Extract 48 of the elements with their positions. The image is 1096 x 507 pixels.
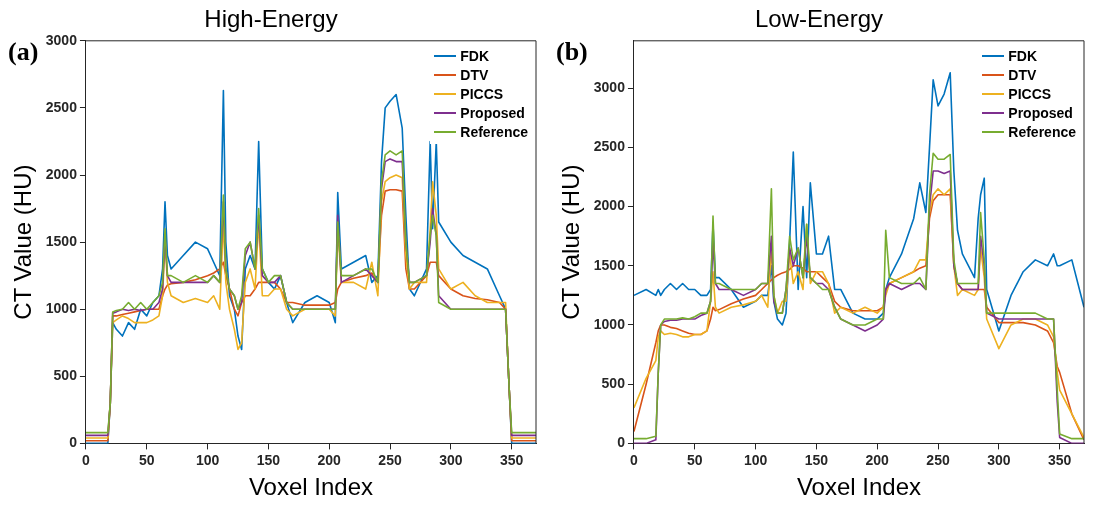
x-axis-title: Voxel Index <box>248 473 374 501</box>
y-tick-label: 1500 <box>45 232 78 249</box>
y-tick-label: 3000 <box>45 31 78 48</box>
x-tick-label: 0 <box>82 451 91 468</box>
x-tick-label: 0 <box>630 451 639 468</box>
x-tick-label: 50 <box>686 451 703 468</box>
y-tick-label: 500 <box>601 375 626 392</box>
x-tick-label: 50 <box>138 451 155 468</box>
y-tick-label: 2500 <box>593 138 626 155</box>
x-tick-label: 200 <box>865 451 890 468</box>
x-tick-label: 350 <box>1047 451 1072 468</box>
legend-label: Reference <box>1008 122 1076 142</box>
legend-label: PICCS <box>1008 84 1052 104</box>
chart-title: Low-Energy <box>754 5 884 33</box>
x-axis-title: Voxel Index <box>796 473 922 501</box>
y-tick-label: 0 <box>69 434 78 451</box>
y-tick-label: 3000 <box>593 79 626 96</box>
x-tick-label: 200 <box>317 451 342 468</box>
y-tick-label: 0 <box>617 434 626 451</box>
legend-label: Reference <box>460 122 528 142</box>
y-axis-title: CT Value (HU) <box>9 164 37 320</box>
x-tick-label: 250 <box>926 451 950 468</box>
y-tick-label: 1000 <box>45 300 78 317</box>
y-tick-label: 1500 <box>593 256 626 273</box>
legend-label: DTV <box>1008 65 1037 85</box>
y-tick-label: 1000 <box>593 315 626 332</box>
legend-label: PICCS <box>460 84 504 104</box>
x-tick-label: 150 <box>804 451 829 468</box>
x-tick-label: 300 <box>439 451 463 468</box>
legend-label: Proposed <box>1008 103 1073 123</box>
y-tick-label: 500 <box>53 367 78 384</box>
x-tick-label: 250 <box>378 451 402 468</box>
text: (b) <box>556 36 588 66</box>
y-tick-label: 2500 <box>45 98 78 115</box>
x-tick-label: 150 <box>256 451 281 468</box>
x-tick-label: 100 <box>195 451 220 468</box>
x-tick-label: 300 <box>987 451 1011 468</box>
legend-label: Proposed <box>460 103 525 123</box>
x-tick-label: 350 <box>499 451 524 468</box>
legend-label: DTV <box>460 65 489 85</box>
y-tick-label: 2000 <box>45 165 78 182</box>
x-tick-label: 100 <box>743 451 768 468</box>
y-tick-label: 2000 <box>593 197 626 214</box>
legend-label: FDK <box>1008 46 1038 66</box>
y-axis-title: CT Value (HU) <box>557 164 585 320</box>
text: (a) <box>8 36 39 66</box>
legend-label: FDK <box>460 46 490 66</box>
chart-title: High-Energy <box>204 5 338 33</box>
